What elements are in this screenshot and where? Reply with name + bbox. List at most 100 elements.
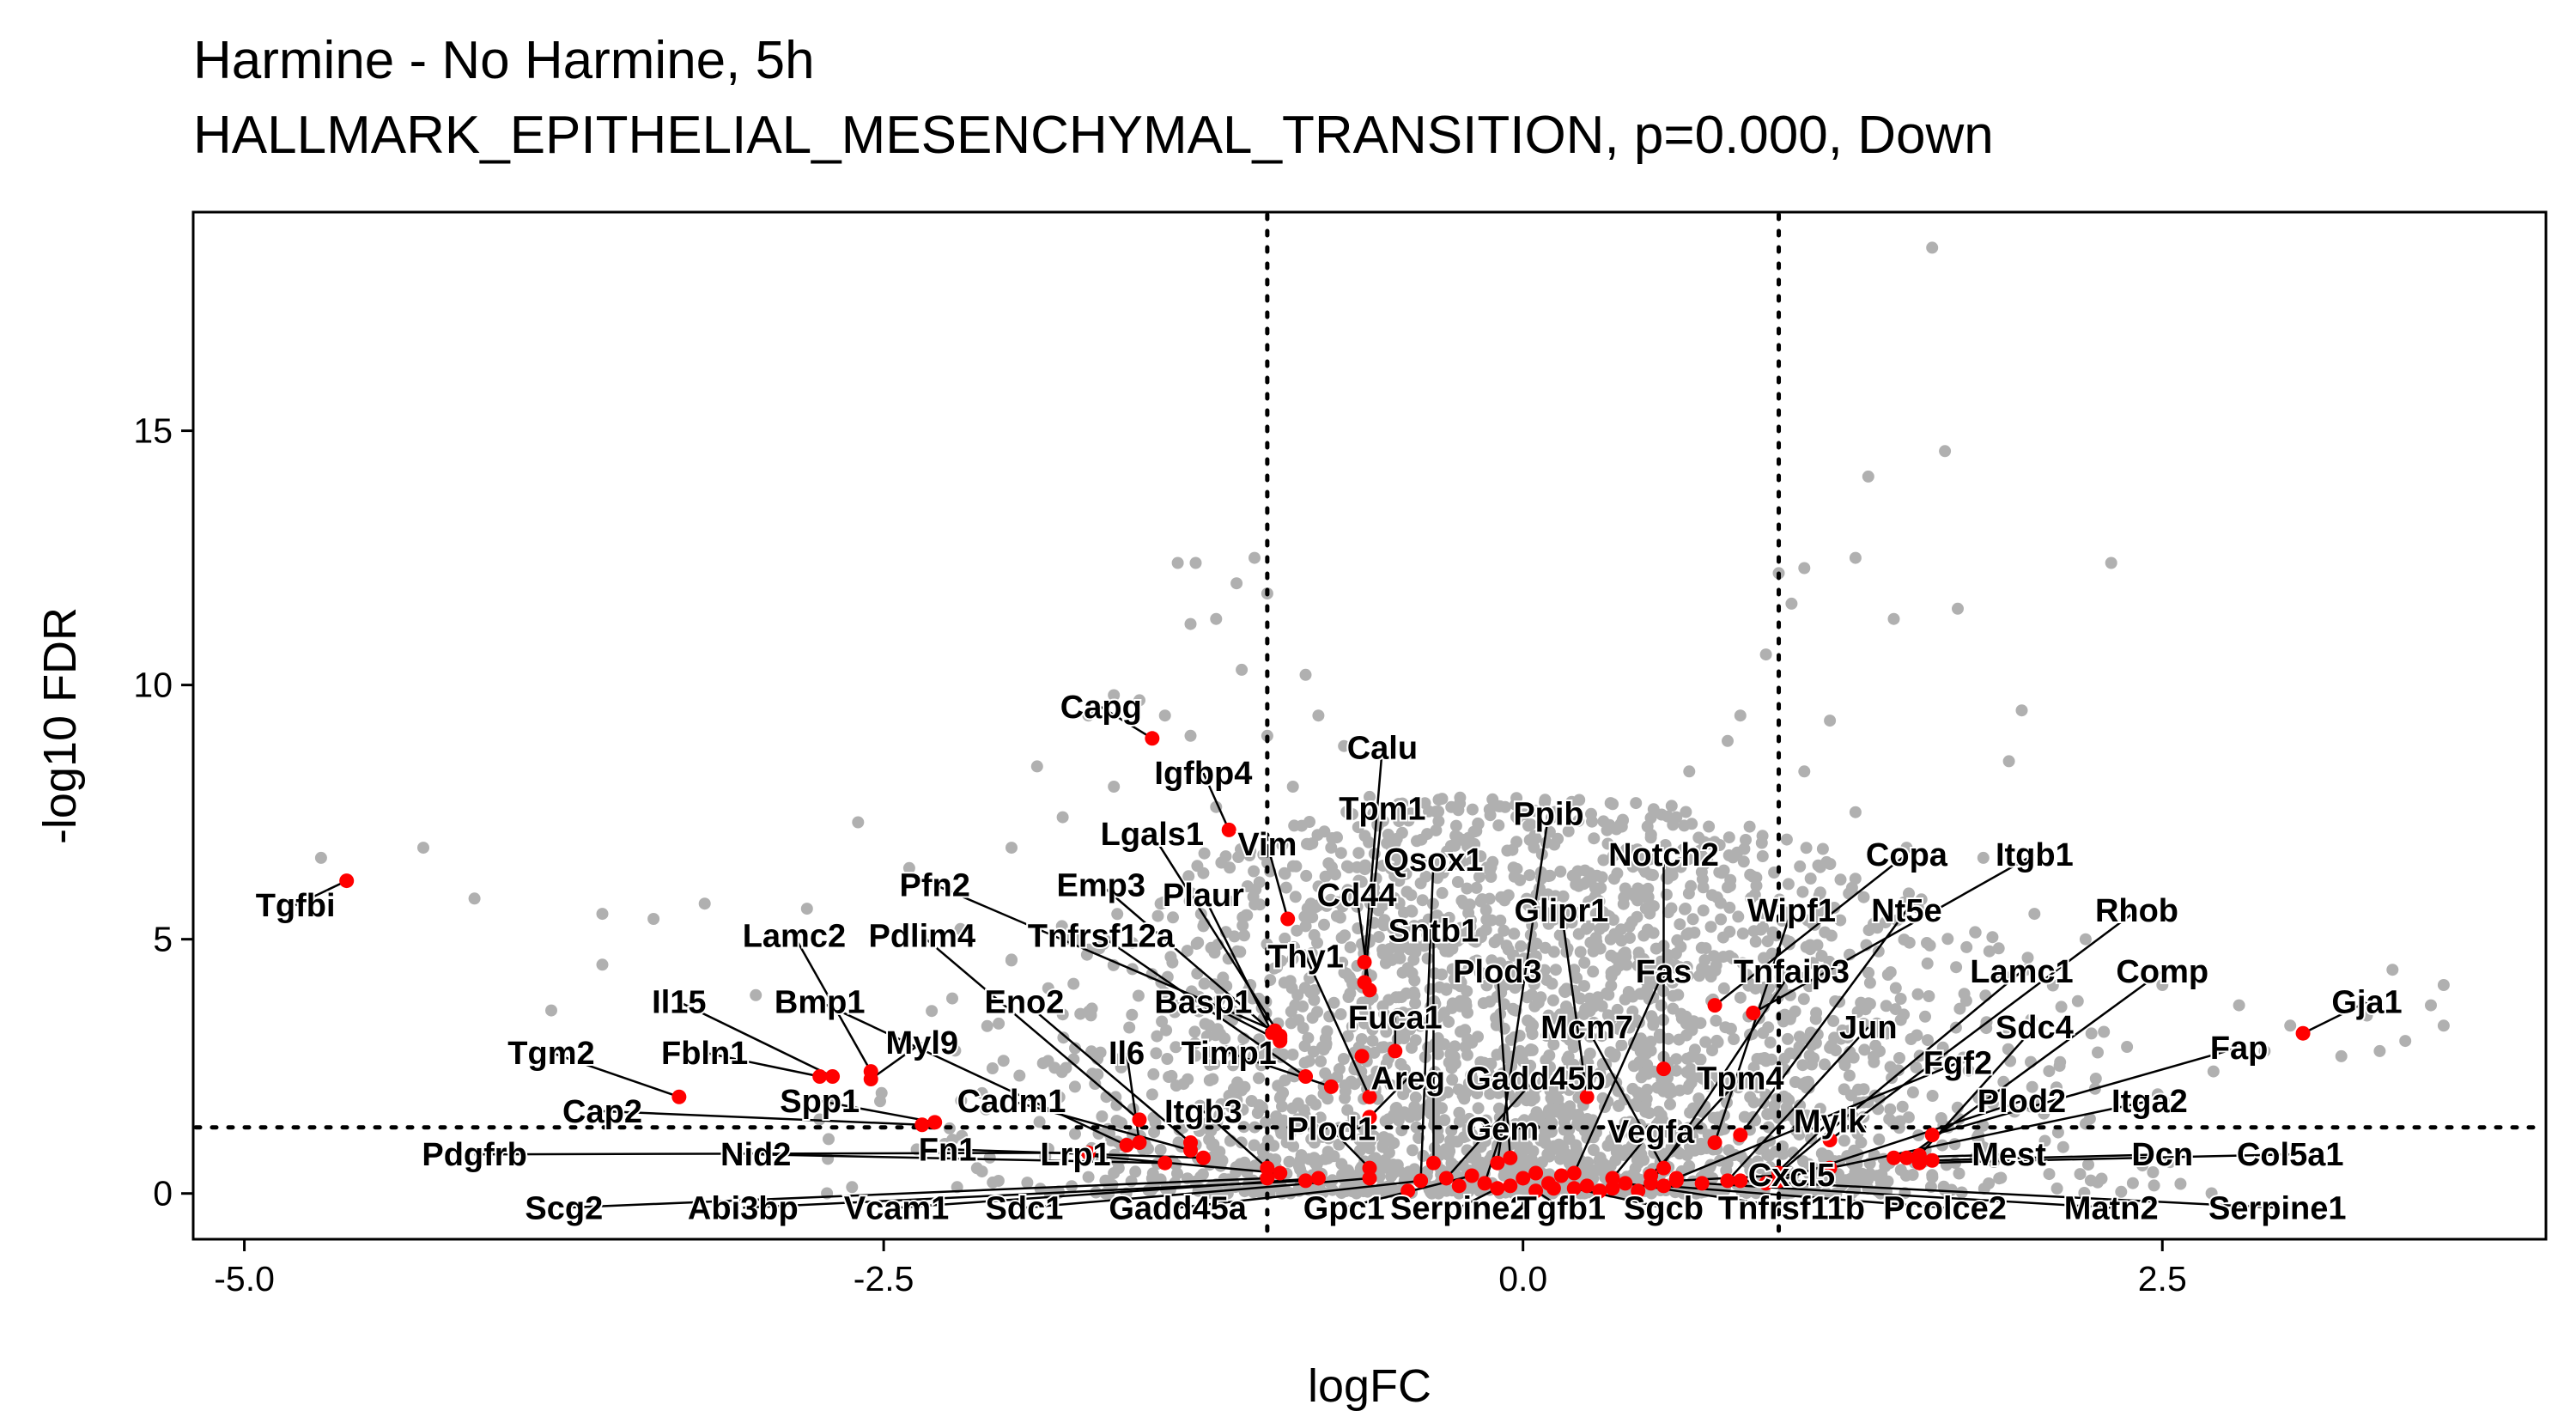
background-point: [1546, 994, 1559, 1006]
background-point: [1694, 1143, 1707, 1156]
gene-label: Rhob: [2095, 893, 2178, 929]
background-point: [1404, 1023, 1417, 1036]
background-point: [1601, 1140, 1614, 1152]
background-point: [1467, 958, 1480, 971]
background-point: [1564, 1104, 1577, 1117]
background-point: [2373, 1044, 2386, 1057]
highlighted-point: [1132, 1112, 1147, 1128]
label-connector: [1778, 1099, 2022, 1183]
background-point: [1608, 1050, 1620, 1063]
background-point: [1182, 870, 1195, 883]
background-point: [1626, 861, 1639, 873]
highlighted-point: [812, 1069, 828, 1085]
background-point: [1547, 946, 1560, 958]
background-point: [2147, 1166, 2160, 1178]
background-point: [2174, 1177, 2187, 1190]
background-point: [1333, 1138, 1346, 1151]
background-point: [1529, 951, 1542, 964]
background-point: [1684, 1062, 1697, 1075]
background-point: [1923, 990, 1935, 1002]
background-point: [1857, 1018, 1870, 1031]
background-point: [1319, 1032, 1332, 1045]
background-point: [1383, 943, 1396, 955]
background-point: [1736, 957, 1749, 970]
background-point: [1426, 897, 1439, 910]
background-point: [1574, 946, 1587, 958]
y-tick-label: 15: [133, 411, 173, 451]
background-point: [2025, 1013, 2038, 1026]
background-point: [1249, 551, 1261, 564]
background-point: [1762, 1021, 1775, 1034]
background-point: [1807, 1052, 1820, 1065]
background-point: [1787, 1146, 1800, 1159]
background-point: [1230, 577, 1243, 590]
background-point: [1640, 1092, 1653, 1105]
gene-label: Nid2: [720, 1137, 791, 1173]
background-point: [1108, 781, 1121, 793]
background-point: [1516, 1055, 1529, 1067]
background-point: [1454, 933, 1467, 945]
background-point: [1334, 847, 1347, 860]
label-connector: [1663, 1184, 1946, 1209]
gene-label: Copa: [1866, 837, 1948, 873]
background-point: [1679, 903, 1692, 915]
background-point: [1662, 1032, 1674, 1045]
background-point: [1857, 1110, 1870, 1123]
background-point: [1884, 1061, 1897, 1073]
background-point: [822, 1095, 835, 1108]
background-point: [1409, 853, 1422, 866]
background-point: [1601, 837, 1614, 850]
background-point: [1527, 1019, 1540, 1031]
background-point: [1252, 1049, 1265, 1062]
background-point: [1922, 1034, 1934, 1047]
highlighted-point: [1357, 954, 1372, 970]
background-point: [1393, 815, 1406, 828]
background-point: [1494, 914, 1507, 927]
background-point: [1538, 964, 1551, 976]
background-point: [2360, 1009, 2373, 1022]
background-point: [1279, 881, 1292, 894]
background-point: [1123, 1021, 1136, 1034]
background-point: [1587, 1144, 1600, 1156]
background-point: [1605, 979, 1618, 992]
background-point: [1935, 1112, 1947, 1124]
background-point: [1782, 878, 1795, 891]
background-point: [1319, 1067, 1332, 1079]
background-point: [1463, 1112, 1476, 1125]
background-point: [1857, 891, 1870, 903]
label-connector: [1649, 970, 1793, 1184]
background-point: [1479, 923, 1492, 936]
background-point: [981, 1019, 993, 1032]
background-point: [1348, 1078, 1361, 1091]
background-point: [1226, 1059, 1239, 1072]
background-point: [1115, 1052, 1127, 1065]
background-point: [1534, 1134, 1547, 1147]
background-point: [1641, 1058, 1654, 1071]
background-point: [1300, 869, 1313, 882]
label-connector: [474, 1152, 1089, 1156]
y-axis-ticks: 0 5 10 15: [133, 411, 193, 1213]
background-point: [1560, 1000, 1572, 1013]
background-point: [1244, 844, 1257, 857]
background-point: [1321, 1146, 1334, 1159]
label-connector: [819, 1099, 935, 1124]
gene-label: Eno2: [984, 985, 1064, 1021]
background-point: [1802, 1081, 1815, 1094]
background-point: [1915, 893, 1928, 906]
background-point: [1756, 830, 1769, 842]
background-point: [1665, 800, 1678, 812]
background-point: [1483, 803, 1496, 816]
background-point: [1549, 964, 1562, 976]
background-point: [1814, 861, 1826, 873]
gene-label: Plod2: [1978, 1084, 2066, 1120]
background-point: [1461, 882, 1473, 895]
background-point: [1523, 869, 1536, 882]
background-point: [1458, 854, 1471, 867]
background-point: [1757, 907, 1770, 920]
background-point: [2089, 1073, 2102, 1085]
background-point: [1351, 900, 1364, 913]
background-point: [1176, 1122, 1189, 1134]
highlighted-point: [1656, 1178, 1671, 1194]
background-point: [1662, 906, 1674, 919]
label-connector: [1011, 1099, 1191, 1152]
